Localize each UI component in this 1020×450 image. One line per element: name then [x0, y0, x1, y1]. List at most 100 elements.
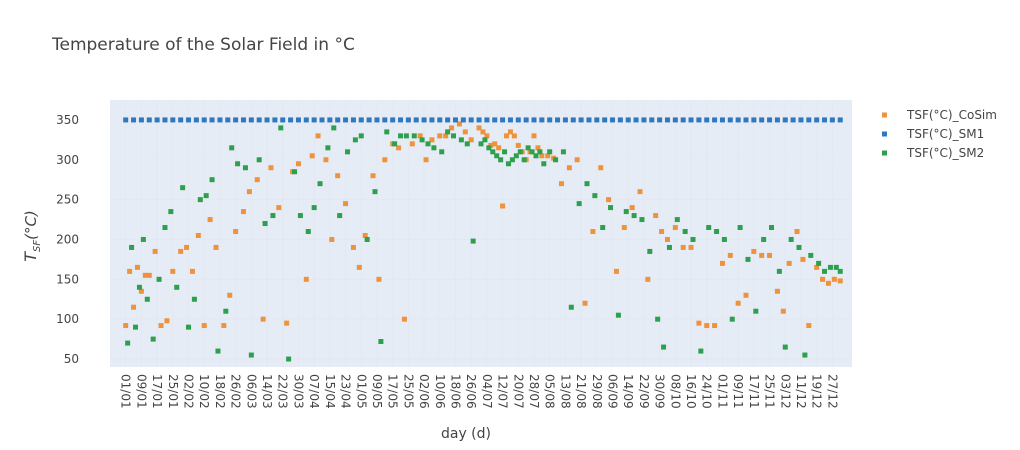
- data-point: [335, 117, 341, 123]
- data-points: [123, 117, 843, 362]
- data-point: [164, 318, 170, 324]
- x-tick-label: 03/12: [778, 374, 792, 409]
- data-point: [158, 323, 164, 329]
- data-point: [774, 288, 780, 294]
- data-point: [248, 352, 254, 358]
- data-point: [295, 117, 301, 123]
- data-point: [464, 141, 470, 147]
- data-point: [140, 236, 146, 242]
- data-point: [631, 213, 637, 219]
- data-point: [254, 177, 260, 183]
- legend-marker: [882, 150, 887, 156]
- data-point: [470, 238, 476, 244]
- data-point: [541, 161, 547, 167]
- data-point: [714, 229, 720, 235]
- data-point: [337, 213, 343, 219]
- data-point: [256, 117, 262, 123]
- x-tick-label: 11/12: [794, 374, 808, 409]
- data-point: [295, 161, 301, 167]
- data-point: [523, 117, 529, 123]
- data-point: [637, 189, 643, 195]
- data-point: [129, 244, 135, 250]
- data-point: [350, 244, 356, 250]
- data-point: [621, 225, 627, 231]
- data-point: [429, 137, 435, 143]
- data-point: [174, 284, 180, 290]
- x-tick-label: 14/09: [621, 374, 635, 409]
- data-point: [184, 244, 190, 250]
- x-tick-label: 17/05: [386, 374, 400, 409]
- data-point: [539, 117, 545, 123]
- data-point: [376, 276, 382, 282]
- data-point: [362, 232, 368, 238]
- data-point: [586, 117, 592, 123]
- data-point: [743, 117, 749, 123]
- data-point: [502, 149, 508, 155]
- data-point: [782, 117, 788, 123]
- data-point: [500, 203, 506, 209]
- x-tick-label: 18/06: [448, 374, 462, 409]
- x-tick-label: 14/03: [260, 374, 274, 409]
- data-point: [788, 236, 794, 242]
- data-point: [751, 117, 757, 123]
- data-point: [666, 244, 672, 250]
- plot-area: [110, 100, 852, 367]
- data-point: [262, 221, 268, 227]
- data-point: [610, 117, 616, 123]
- data-point: [737, 225, 743, 231]
- data-point: [382, 157, 388, 163]
- data-point: [653, 213, 659, 219]
- data-point: [576, 201, 582, 207]
- data-point: [800, 256, 806, 262]
- data-point: [443, 133, 449, 139]
- data-point: [356, 264, 362, 270]
- data-point: [806, 323, 812, 329]
- data-point: [468, 117, 474, 123]
- data-point: [570, 117, 576, 123]
- data-point: [594, 117, 600, 123]
- data-point: [329, 236, 335, 242]
- data-point: [484, 133, 490, 139]
- data-point: [315, 133, 321, 139]
- x-tick-label: 04/07: [480, 374, 494, 409]
- data-point: [138, 288, 144, 294]
- data-point: [500, 117, 506, 123]
- data-point: [568, 304, 574, 310]
- data-point: [672, 225, 678, 231]
- data-point: [780, 308, 786, 314]
- data-point: [712, 117, 718, 123]
- data-point: [494, 153, 500, 159]
- data-point: [142, 272, 148, 278]
- data-point: [753, 308, 759, 314]
- data-point: [480, 129, 486, 135]
- data-point: [507, 129, 513, 135]
- data-point: [297, 213, 303, 219]
- data-point: [311, 117, 317, 123]
- x-tick-label: 25/01: [166, 374, 180, 409]
- x-tick-label: 26/02: [229, 374, 243, 409]
- data-point: [602, 117, 608, 123]
- data-point: [133, 324, 139, 330]
- data-point: [419, 137, 425, 143]
- data-point: [613, 268, 619, 274]
- data-point: [125, 340, 131, 346]
- data-point: [743, 292, 749, 298]
- data-point: [600, 225, 606, 231]
- data-point: [735, 117, 741, 123]
- data-point: [837, 268, 843, 274]
- data-point: [209, 177, 215, 183]
- data-point: [154, 117, 160, 123]
- x-tick-label: 20/07: [511, 374, 525, 409]
- data-point: [452, 117, 458, 123]
- data-point: [303, 117, 309, 123]
- data-point: [229, 145, 235, 151]
- y-axis-ticks: 50 100 150 200 250 300 350: [56, 113, 79, 366]
- data-point: [761, 236, 767, 242]
- data-point: [317, 181, 323, 187]
- data-point: [311, 205, 317, 211]
- data-point: [802, 352, 808, 358]
- data-point: [449, 125, 455, 131]
- data-point: [327, 117, 333, 123]
- x-tick-label: 09/11: [731, 374, 745, 409]
- data-point: [505, 161, 511, 167]
